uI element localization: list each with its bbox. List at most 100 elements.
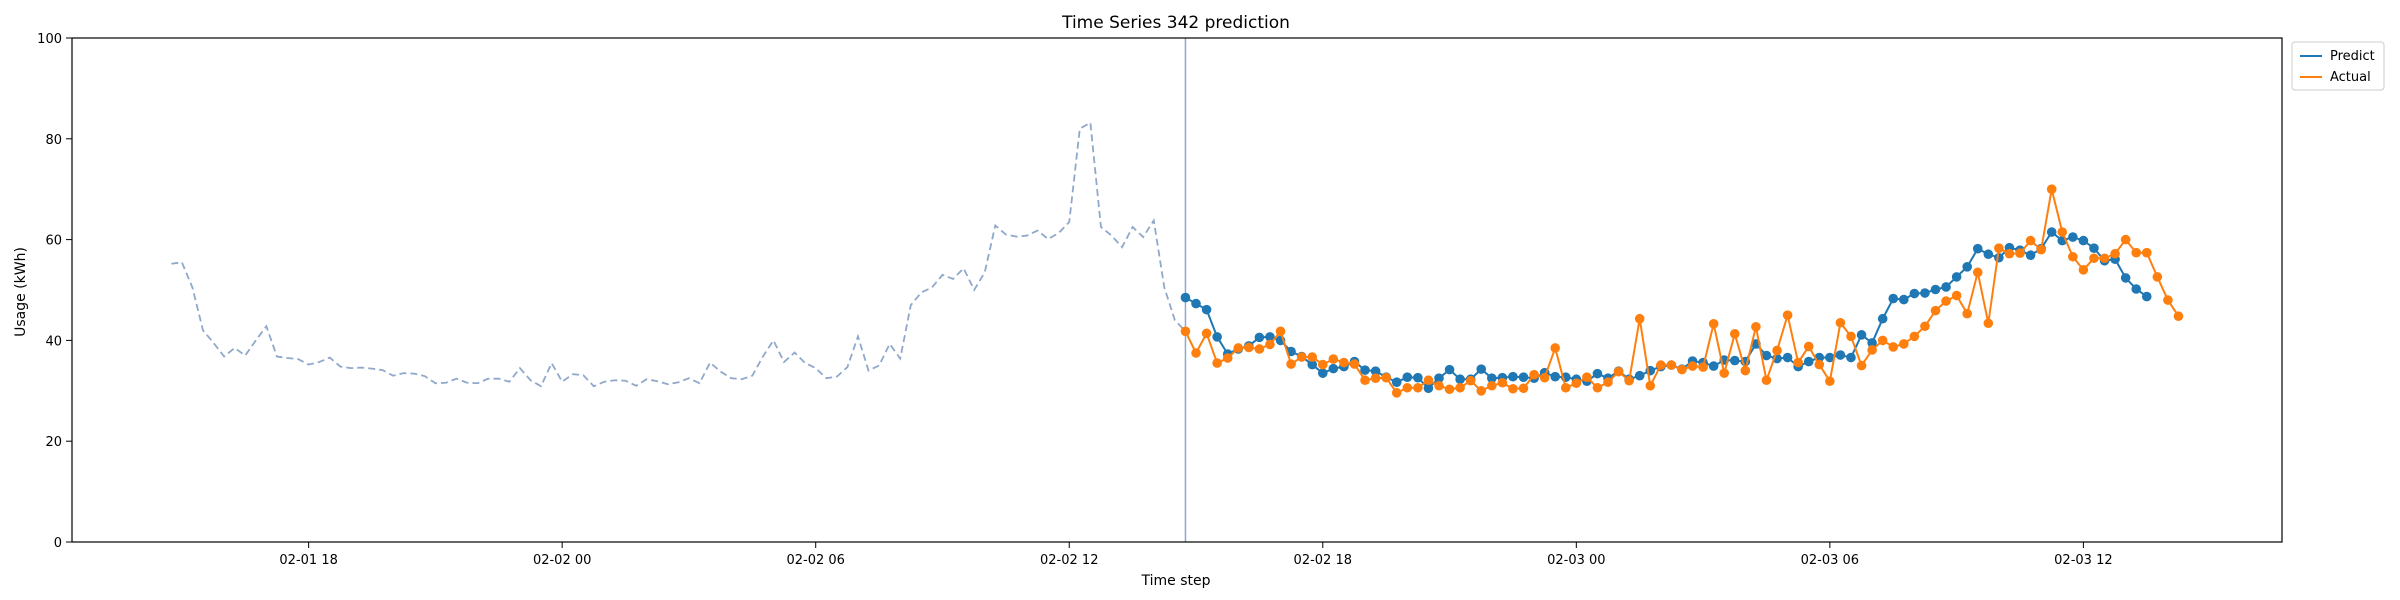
predict-point	[1761, 350, 1772, 361]
actual-point	[1518, 383, 1529, 394]
actual-point	[2036, 244, 2046, 255]
actual-point	[1962, 308, 1972, 319]
actual-point	[2131, 247, 2142, 258]
actual-point	[1761, 375, 1772, 386]
predict-point	[1212, 332, 1222, 342]
actual-point	[1254, 344, 1265, 354]
actual-point	[1360, 375, 1370, 386]
predict-point	[1825, 352, 1835, 363]
actual-point	[1349, 359, 1360, 369]
actual-point	[1782, 310, 1793, 321]
predict-point	[1360, 365, 1370, 375]
actual-point	[1307, 352, 1318, 362]
actual-point	[1497, 377, 1508, 388]
predict-point	[1899, 294, 1909, 305]
actual-point	[1391, 388, 1402, 398]
actual-point	[1740, 365, 1751, 376]
actual-point	[1772, 345, 1782, 356]
x-axis-title: Time step	[1141, 573, 1211, 589]
x-tick-label: 02-02 12	[1040, 553, 1098, 568]
actual-point	[2141, 247, 2152, 258]
predict-point	[1877, 313, 1888, 324]
predict-point	[2046, 227, 2057, 237]
actual-point	[1687, 361, 1698, 371]
y-tick-label: 80	[45, 133, 62, 148]
predict-point	[1265, 332, 1275, 342]
actual-point	[1180, 326, 1191, 337]
actual-point	[2110, 248, 2120, 259]
legend: Predict Actual	[2291, 41, 2385, 91]
predict-point	[1550, 371, 1560, 382]
predict-point	[2068, 232, 2078, 242]
actual-point	[1624, 375, 1634, 386]
actual-point	[1402, 382, 1413, 393]
predict-point	[1476, 364, 1487, 374]
actual-point	[2046, 184, 2057, 194]
predict-point	[1317, 368, 1328, 378]
actual-point	[1708, 318, 1719, 329]
actual-point	[1656, 360, 1666, 370]
actual-point	[1275, 326, 1286, 337]
actual-point	[1719, 368, 1730, 378]
predict-point	[1983, 249, 1994, 260]
predict-point	[1835, 350, 1846, 360]
predict-point	[1180, 292, 1191, 303]
predict-point	[2025, 250, 2036, 261]
actual-point	[2152, 272, 2163, 282]
actual-point	[1423, 375, 1434, 386]
y-tick-label: 60	[45, 234, 62, 249]
actual-point	[2078, 265, 2089, 275]
actual-point	[1370, 373, 1381, 384]
actual-point	[1222, 353, 1233, 363]
predict-point	[1803, 356, 1814, 367]
actual-point	[1529, 369, 1539, 380]
actual-point	[1508, 383, 1518, 394]
actual-point	[2120, 234, 2131, 245]
predict-point	[1455, 374, 1465, 385]
predict-point	[1508, 371, 1518, 382]
history-line	[171, 121, 1187, 388]
actual-point	[1539, 372, 1550, 383]
legend-label-actual: Actual	[2330, 70, 2371, 85]
actual-point	[1729, 329, 1740, 339]
x-tick-label: 02-01 18	[279, 553, 337, 568]
predict-point	[1951, 272, 1962, 282]
x-tick-label: 02-03 00	[1547, 553, 1605, 568]
actual-point	[2089, 253, 2099, 264]
actual-point	[1677, 364, 1687, 375]
actual-point	[1793, 357, 1803, 368]
x-tick-label: 02-02 06	[786, 553, 844, 568]
actual-point	[1856, 360, 1867, 371]
actual-point	[1634, 313, 1645, 324]
predict-point	[1423, 383, 1434, 394]
predict-point	[1518, 372, 1529, 382]
predict-point	[1846, 352, 1856, 363]
predict-point	[1888, 293, 1899, 304]
plot-frame	[71, 37, 2283, 543]
predict-point	[1487, 373, 1497, 384]
predict-point	[1856, 330, 1867, 340]
actual-point	[1846, 331, 1856, 342]
x-tick-label: 02-02 00	[533, 553, 591, 568]
predict-point	[1634, 370, 1645, 381]
predict-point	[1402, 372, 1413, 382]
actual-point	[1455, 382, 1465, 393]
y-tick-label: 100	[37, 32, 62, 47]
predict-point	[2078, 235, 2089, 246]
actual-point	[1328, 354, 1339, 364]
x-tick-label: 02-03 06	[1801, 553, 1859, 568]
actual-point	[1867, 345, 1877, 355]
y-tick-label: 20	[45, 435, 62, 450]
actual-point	[1592, 382, 1603, 393]
actual-point	[1381, 372, 1391, 383]
predict-point	[1307, 359, 1318, 370]
predict-point	[1920, 288, 1930, 298]
actual-point	[1244, 342, 1254, 353]
actual-point	[1550, 343, 1560, 353]
actual-point	[1444, 384, 1455, 395]
predict-point	[2120, 273, 2131, 283]
predict-point	[1434, 373, 1444, 384]
actual-point	[1613, 366, 1624, 377]
actual-point	[1296, 352, 1307, 362]
